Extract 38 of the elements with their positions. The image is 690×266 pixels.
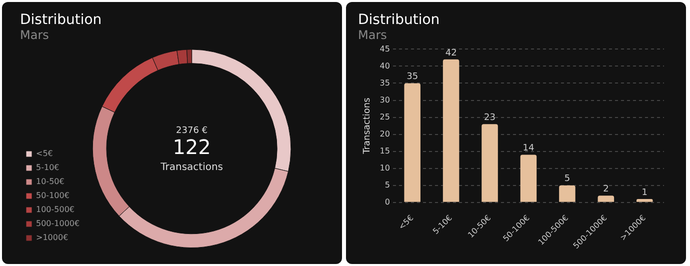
y-tick-label: 30 xyxy=(380,95,390,104)
data-label: 1 xyxy=(642,188,648,198)
y-tick-label: 25 xyxy=(380,112,390,122)
y-tick-label: 35 xyxy=(380,78,390,88)
bar xyxy=(442,59,460,202)
bar xyxy=(404,83,420,202)
data-label: 2 xyxy=(603,184,609,194)
data-label: 14 xyxy=(522,144,534,154)
legend-label: 5-10€ xyxy=(36,163,60,172)
data-label: 23 xyxy=(484,112,496,123)
text: 122 xyxy=(172,134,211,159)
y-axis-title: Transactions xyxy=(362,97,373,155)
chart-subtitle: Mars xyxy=(20,28,49,42)
data-label: 42 xyxy=(445,48,457,58)
y-tick-label: 0 xyxy=(384,197,390,206)
y-tick-label: 45 xyxy=(380,44,390,54)
data-label: 35 xyxy=(406,72,418,82)
legend-label: 10-50€ xyxy=(36,177,64,186)
chart-title: Distribution xyxy=(358,12,440,28)
legend-label: 50-100€ xyxy=(36,191,70,200)
text: 2376 € xyxy=(176,126,208,136)
bar xyxy=(559,185,576,202)
bar xyxy=(598,196,614,202)
text: Transactions xyxy=(160,162,224,174)
chart-title: Distribution xyxy=(20,12,102,28)
y-tick-label: 10 xyxy=(380,163,390,172)
data-label: 5 xyxy=(564,174,570,184)
bar xyxy=(482,124,498,202)
legend-label: 100-500€ xyxy=(36,205,75,214)
chart-subtitle: Mars xyxy=(358,28,387,42)
bar xyxy=(636,198,653,202)
y-tick-label: 20 xyxy=(380,129,390,138)
bar xyxy=(520,154,537,202)
y-tick-label: 40 xyxy=(380,61,390,70)
y-tick-label: 5 xyxy=(384,180,390,190)
y-tick-label: 15 xyxy=(380,146,390,156)
legend-label: <5€ xyxy=(36,149,53,158)
x-tick-label: <5€ xyxy=(396,213,416,232)
